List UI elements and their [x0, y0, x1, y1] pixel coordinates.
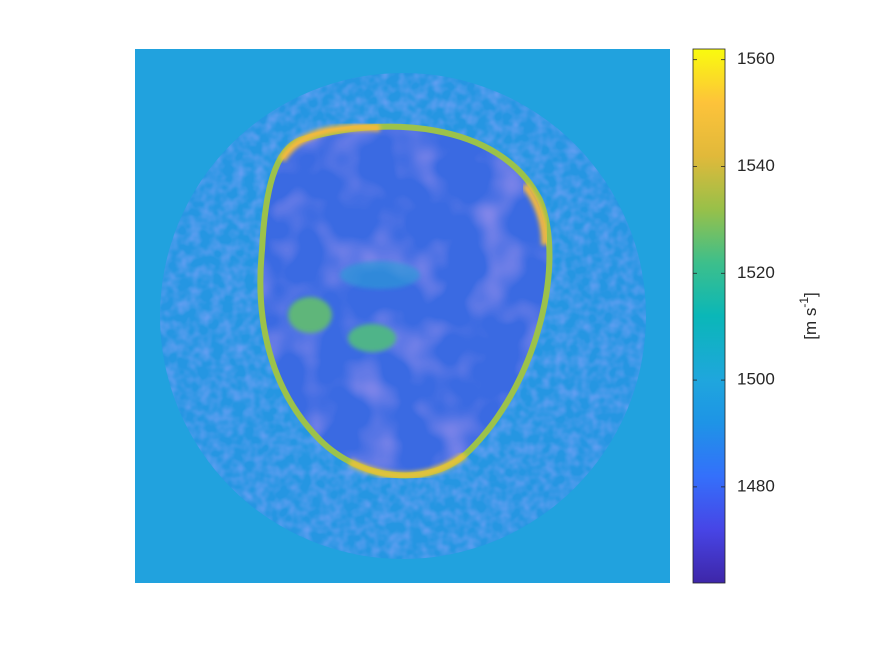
image	[135, 49, 670, 583]
colorbar-fill	[692, 48, 726, 584]
tick-label: 1480	[737, 476, 775, 495]
rim-highlight	[522, 182, 549, 246]
rim-highlight	[279, 123, 381, 162]
inclusion	[340, 261, 420, 289]
colorbar-label: [m s-1]	[797, 292, 820, 340]
inclusion	[288, 297, 332, 333]
label-superscript: -1	[797, 297, 811, 308]
tick-label: 1540	[737, 156, 775, 175]
inclusion	[348, 324, 396, 352]
tick-label: 1520	[737, 263, 775, 282]
tick-label: 1500	[737, 370, 775, 389]
object-texture	[260, 126, 550, 476]
colorbar: [m s-1] 1480 1500 1520 1540 1560	[692, 48, 820, 584]
label-text: [m s	[801, 308, 820, 340]
tick-label: 1560	[737, 49, 775, 68]
rim-highlight	[348, 452, 468, 479]
label-suffix: ]	[801, 292, 820, 297]
